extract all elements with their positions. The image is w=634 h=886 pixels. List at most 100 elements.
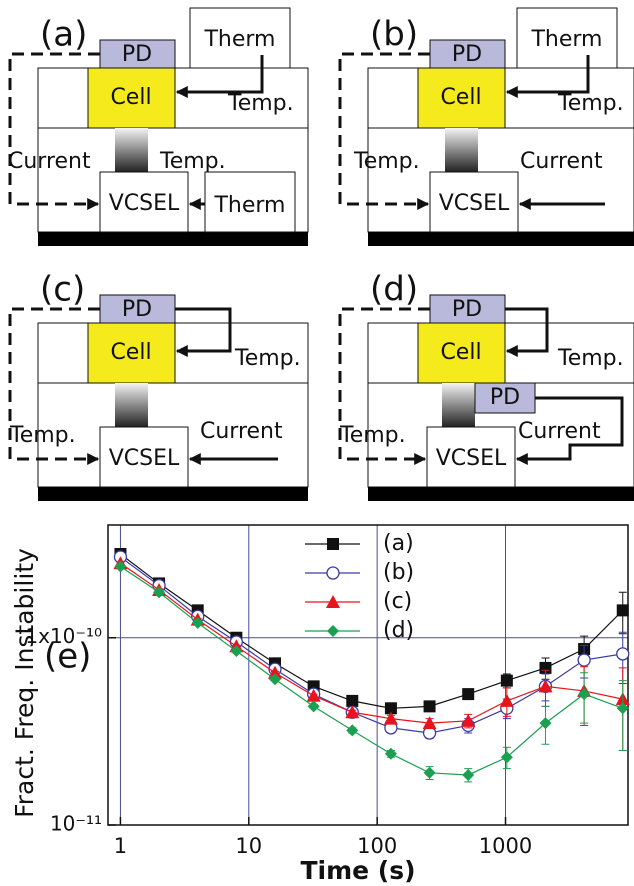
marker [267, 665, 282, 679]
marker [423, 766, 436, 779]
marker [114, 560, 127, 573]
vcsel-box [429, 171, 519, 233]
laser-beam [115, 383, 148, 427]
marker [462, 768, 475, 781]
base [38, 487, 308, 501]
marker [423, 700, 436, 713]
x-tick-label: 1 [114, 834, 127, 858]
feedback-line [175, 307, 232, 357]
feedback-line [515, 396, 624, 465]
marker [191, 616, 204, 629]
y-tick-label: 1x10⁻¹⁰ [25, 624, 102, 648]
marker [383, 711, 398, 725]
marker [268, 673, 281, 686]
marker [499, 693, 514, 707]
therm-box [189, 7, 291, 69]
legend-marker [327, 625, 339, 637]
marker [345, 705, 360, 719]
marker [384, 747, 397, 760]
label: Therm [530, 27, 602, 52]
annotation: (e) [44, 637, 91, 677]
label: Current [518, 419, 601, 444]
label: Current [520, 149, 603, 174]
vcsel-box [99, 171, 189, 233]
marker [616, 702, 629, 715]
label: Temp. [353, 149, 420, 174]
feedback-line [175, 55, 264, 98]
feedback-line [505, 307, 549, 357]
marker [500, 751, 513, 764]
marker [616, 604, 629, 617]
marker [307, 700, 320, 713]
label: Temp. [339, 423, 406, 448]
label: Cell [440, 85, 481, 110]
label: Therm [203, 27, 275, 52]
marker [500, 674, 513, 687]
series-line [120, 562, 623, 724]
label: Current [200, 419, 283, 444]
legend-marker [326, 566, 340, 580]
therm-box [516, 7, 618, 69]
label: Therm [213, 193, 285, 218]
label: PD [452, 42, 482, 67]
marker [578, 688, 591, 701]
x-tick-label: 10 [235, 834, 262, 858]
cell-box [417, 322, 506, 384]
y-axis-label: Fract. Freq. Instability [10, 548, 39, 818]
label: VCSEL [109, 191, 180, 216]
marker [616, 647, 630, 661]
panel-label: (c) [40, 270, 85, 310]
marker [539, 717, 552, 730]
cell-box [417, 67, 506, 129]
diagram-a: (a) PD Therm Cell Temp. Current Temp. VC… [8, 7, 309, 246]
label: PD [122, 42, 152, 67]
label: PD [452, 297, 482, 322]
label: Temp. [159, 149, 226, 174]
label: Cell [440, 340, 481, 365]
series-line [120, 556, 623, 734]
x-axis-label: Time (s) [300, 856, 415, 885]
label: Temp. [227, 91, 294, 116]
feedback-line [8, 52, 100, 210]
marker [153, 586, 166, 599]
feedback-line [8, 307, 100, 465]
cell-box [87, 322, 176, 384]
laser-beam [442, 383, 475, 427]
base [368, 487, 634, 501]
legend-label: (d) [383, 618, 414, 643]
marker [461, 713, 476, 727]
diagram-c: (c) PD Cell Temp. Temp. Current VCSEL [8, 270, 309, 501]
vcsel-box [426, 426, 516, 488]
feedback-line [338, 307, 430, 465]
therm-box [204, 171, 296, 233]
feedback-line [505, 55, 590, 98]
marker [462, 688, 475, 701]
diagram-d: (d) PD Cell Temp. PD Temp. Current VCSEL [338, 270, 634, 501]
label: PD [490, 385, 520, 410]
label: Temp. [234, 346, 301, 371]
label: VCSEL [109, 446, 180, 471]
label: Cell [110, 85, 151, 110]
label: Temp. [9, 423, 76, 448]
marker [346, 694, 359, 707]
chart: 1 10 100 1000 10⁻¹¹ 1x10⁻¹⁰ (a) (b) (c) (d) Time (… [10, 524, 630, 885]
laser-beam [115, 128, 148, 172]
legend-marker [327, 538, 339, 550]
label: Current [8, 149, 91, 174]
label: VCSEL [436, 446, 507, 471]
label: Cell [110, 340, 151, 365]
panel-label: (b) [370, 15, 418, 55]
pd-box [99, 39, 176, 69]
legend-label: (a) [383, 531, 414, 556]
pd-box [429, 39, 506, 69]
marker [384, 702, 397, 715]
feedback-line [338, 52, 430, 210]
label: Temp. [557, 346, 624, 371]
panel-label: (d) [370, 270, 418, 310]
error-bar [618, 680, 627, 751]
marker [306, 688, 321, 702]
marker [422, 716, 437, 730]
marker [539, 661, 552, 674]
marker [346, 724, 359, 737]
